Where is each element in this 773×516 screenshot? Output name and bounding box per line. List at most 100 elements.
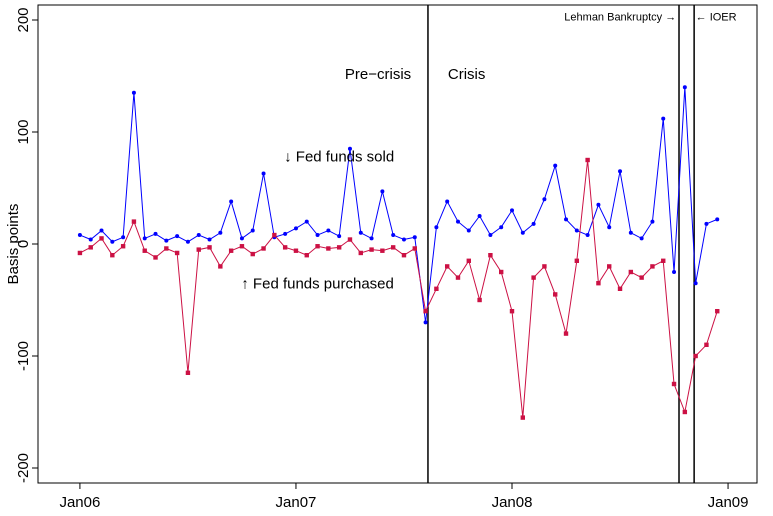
data-point	[131, 219, 137, 224]
data-point	[607, 264, 612, 269]
data-point	[661, 258, 666, 263]
data-point	[142, 248, 147, 253]
data-point	[282, 245, 288, 250]
data-point	[304, 219, 309, 224]
annotation: ↓ Fed funds sold	[284, 149, 394, 166]
data-point	[99, 236, 104, 241]
data-point	[715, 217, 720, 222]
data-point	[380, 248, 385, 253]
data-point	[563, 331, 569, 336]
data-point	[715, 308, 720, 314]
data-point	[477, 214, 482, 219]
y-tick-label: 0	[15, 240, 32, 248]
data-point	[283, 231, 288, 236]
annotation: ↑ Fed funds purchased	[241, 275, 394, 292]
y-tick-label: 100	[15, 119, 32, 144]
data-point	[153, 231, 158, 236]
data-point	[131, 90, 136, 95]
data-point	[88, 245, 93, 250]
data-point	[401, 252, 407, 258]
x-tick-label: Jan09	[708, 494, 749, 511]
data-point	[218, 230, 223, 235]
series-line	[79, 87, 718, 323]
data-point	[391, 233, 396, 238]
data-point	[164, 238, 169, 243]
data-point	[326, 246, 331, 251]
data-point	[618, 169, 623, 174]
data-point	[628, 269, 634, 275]
data-point	[326, 228, 331, 233]
data-point	[174, 250, 180, 256]
x-tick-label: Jan06	[59, 494, 100, 511]
data-point	[304, 252, 309, 258]
data-point	[704, 221, 709, 226]
data-point	[358, 250, 363, 256]
data-point	[672, 269, 677, 274]
x-tick-label: Jan08	[492, 494, 533, 511]
data-point	[564, 217, 569, 222]
data-point	[639, 275, 644, 280]
data-point	[639, 236, 644, 241]
data-point	[412, 235, 417, 240]
annotation: ← IOER	[696, 12, 737, 24]
data-point	[661, 116, 666, 121]
data-point	[466, 258, 471, 263]
data-point	[650, 264, 655, 269]
data-point	[164, 246, 169, 251]
data-point	[293, 226, 298, 231]
data-point	[347, 146, 352, 151]
data-point	[250, 251, 255, 257]
data-point	[520, 415, 526, 420]
data-point	[358, 230, 363, 235]
data-point	[499, 269, 504, 275]
x-tick-label: Jan07	[276, 494, 317, 511]
data-point	[380, 189, 385, 194]
data-point	[488, 252, 493, 258]
data-point	[336, 245, 342, 250]
data-point	[444, 264, 450, 269]
data-point	[207, 237, 212, 242]
annotation: Crisis	[448, 66, 486, 83]
data-point	[477, 297, 482, 303]
data-point	[455, 275, 461, 280]
data-point	[693, 281, 698, 286]
data-point	[369, 247, 374, 252]
data-point	[574, 258, 580, 263]
data-point	[671, 381, 677, 387]
annotation: Pre−crisis	[345, 66, 411, 83]
data-point	[390, 245, 396, 250]
data-point	[218, 264, 223, 269]
data-point	[250, 228, 255, 233]
data-point	[542, 197, 547, 202]
data-point	[682, 409, 688, 415]
data-point	[531, 275, 536, 280]
data-point	[585, 157, 590, 163]
data-point	[88, 237, 93, 242]
data-point	[542, 264, 547, 269]
data-point	[207, 245, 212, 250]
data-point	[120, 244, 126, 249]
data-point	[110, 252, 115, 258]
data-point	[185, 370, 191, 375]
data-point	[693, 353, 698, 359]
data-point	[239, 236, 244, 241]
data-point	[293, 248, 299, 253]
data-point	[347, 237, 353, 242]
data-point	[596, 280, 601, 286]
data-point	[315, 244, 320, 249]
data-point	[455, 219, 460, 224]
data-point	[99, 228, 104, 233]
data-point	[488, 233, 493, 238]
data-point	[272, 232, 277, 238]
data-point	[617, 286, 623, 291]
data-point	[434, 225, 439, 230]
data-point	[607, 225, 612, 230]
data-point	[553, 163, 558, 168]
data-point	[412, 246, 417, 251]
data-point	[628, 230, 633, 235]
data-point	[466, 228, 471, 233]
data-point	[445, 199, 450, 204]
data-point	[401, 237, 406, 242]
data-point	[196, 247, 201, 252]
